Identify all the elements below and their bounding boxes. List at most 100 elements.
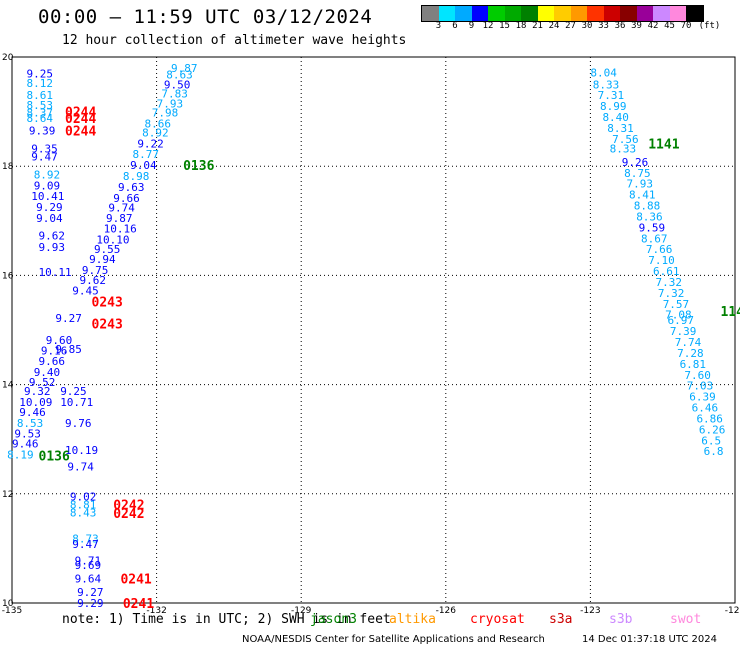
color-scale-unit: (ft) xyxy=(698,21,721,31)
latitude-label: 18 xyxy=(2,162,14,172)
color-swatch xyxy=(537,6,554,21)
note-row: note: 1) Time is in UTC; 2) SWH is in fe… xyxy=(0,612,740,632)
color-scale-tick: 12 xyxy=(482,21,494,31)
page-subtitle: 12 hour collection of altimeter wave hei… xyxy=(62,33,407,48)
wave-height-value: 8.88 xyxy=(634,200,661,213)
color-scale-tick: 3 xyxy=(435,21,442,31)
wave-height-value: 6.97 xyxy=(668,314,695,327)
wave-height-value: 6.8 xyxy=(704,445,724,458)
wave-height-value: 9.63 xyxy=(118,181,145,194)
color-scale-tick: 15 xyxy=(499,21,510,31)
wave-height-value: 9.40 xyxy=(34,366,61,379)
pass-time-label: 0136 xyxy=(39,450,70,465)
wave-height-value: 7.31 xyxy=(598,89,625,102)
color-scale-tick: 33 xyxy=(598,21,609,31)
wave-height-value: 8.36 xyxy=(636,210,663,223)
longitude-label: -129 xyxy=(291,606,312,616)
wave-height-value: 9.39 xyxy=(29,125,56,138)
wave-height-value: 9.27 xyxy=(77,586,104,599)
wave-height-value: 9.69 xyxy=(75,559,102,572)
wave-height-value: 10.71 xyxy=(60,396,93,409)
wave-height-value: 10.19 xyxy=(65,444,98,457)
pass-time-label: 114 xyxy=(721,305,740,320)
wave-height-value: 9.29 xyxy=(77,597,104,610)
color-swatch xyxy=(422,6,439,21)
wave-height-value: 9.02 xyxy=(70,491,97,504)
wave-height-value: 10.11 xyxy=(39,266,72,279)
color-scale-bar xyxy=(421,5,704,22)
pass-time-label: 0243 xyxy=(92,296,123,311)
wave-height-value: 8.53 xyxy=(26,99,53,112)
latitude-label: 10 xyxy=(2,599,14,609)
wave-height-value: 7.60 xyxy=(684,369,711,382)
latitude-label: 14 xyxy=(2,381,14,391)
generated-timestamp: 14 Dec 01:37:18 UTC 2024 xyxy=(582,634,717,645)
wave-height-value: 9.46 xyxy=(19,406,46,419)
color-scale-tick: 27 xyxy=(565,21,576,31)
wave-height-value: 9.32 xyxy=(24,385,51,398)
longitude-label: -132 xyxy=(146,606,166,616)
wave-height-value: 9.87 xyxy=(171,62,198,75)
wave-height-value: 9.87 xyxy=(106,212,132,225)
wave-height-value: 9.53 xyxy=(14,428,41,441)
wave-height-value: 6.86 xyxy=(696,412,723,425)
pass-time-label: 0136 xyxy=(183,159,214,174)
wave-height-value: 7.66 xyxy=(646,243,673,256)
wave-height-value: 7.39 xyxy=(670,325,697,338)
color-swatch xyxy=(686,6,703,21)
wave-height-value: 10.16 xyxy=(104,222,137,235)
wave-height-value: 8.12 xyxy=(26,77,53,90)
wave-height-value: 8.64 xyxy=(26,112,53,125)
wave-height-value: 9.47 xyxy=(31,150,57,163)
longitude-label: -120 xyxy=(725,606,740,616)
wave-height-value: 8.33 xyxy=(593,78,620,91)
pass-time-label: 0242 xyxy=(113,507,144,522)
color-swatch xyxy=(438,6,455,21)
wave-height-value: 9.74 xyxy=(67,461,94,474)
satellite-legend-s3a: s3a xyxy=(549,612,573,627)
pass-time-label: 0244 xyxy=(65,125,96,140)
wave-height-value: 7.98 xyxy=(152,107,179,120)
color-scale-labels: 3 6 9 12 15 18 21 24 27 30 33 36 39 42 45 70 (ft) xyxy=(421,21,740,35)
pass-time-label: 1141 xyxy=(648,137,679,152)
color-swatch xyxy=(669,6,686,21)
wave-height-value: 8.33 xyxy=(610,143,637,156)
wave-height-value: 9.26 xyxy=(622,156,649,169)
color-scale-tick: 36 xyxy=(614,21,626,31)
pass-time-label: 0243 xyxy=(92,317,123,332)
wave-height-value: 9.25 xyxy=(60,385,86,398)
wave-height-value: 7.32 xyxy=(655,276,682,289)
wave-height-value: 9.27 xyxy=(55,312,82,325)
color-swatch xyxy=(488,6,505,21)
wave-height-value: 9.45 xyxy=(72,285,99,298)
wave-height-value: 10.41 xyxy=(31,190,64,203)
wave-height-value: 7.03 xyxy=(687,380,714,393)
satellite-legend-swot: swot xyxy=(670,612,702,627)
wave-height-value: 9.35 xyxy=(31,143,57,156)
wave-height-value: 9.16 xyxy=(41,345,68,358)
longitude-label: -123 xyxy=(580,606,600,616)
color-scale-tick: 6 xyxy=(452,21,458,31)
color-scale-tick: 45 xyxy=(664,21,675,31)
wave-height-value: 9.66 xyxy=(39,355,65,368)
wave-height-value: 9.60 xyxy=(46,334,73,347)
wave-height-value: 6.61 xyxy=(653,265,680,278)
wave-height-value: 8.40 xyxy=(602,111,629,124)
wave-height-value: 6.39 xyxy=(689,391,716,404)
wave-height-value: 9.47 xyxy=(72,538,99,551)
pass-time-label: 0244 xyxy=(65,106,96,121)
wave-height-value: 9.04 xyxy=(130,159,157,172)
wave-height-value: 7.10 xyxy=(648,254,675,267)
credit-footer: NOAA/NESDIS Center for Satellite Applica… xyxy=(242,634,545,645)
wave-height-value: 9.55 xyxy=(94,243,121,256)
color-swatch xyxy=(636,6,653,21)
units-note: note: 1) Time is in UTC; 2) SWH is in fe… xyxy=(62,612,391,627)
wave-height-value: 8.31 xyxy=(607,122,634,135)
wave-height-value: 8.63 xyxy=(166,68,193,81)
wave-height-value: 7.28 xyxy=(677,347,704,360)
longitude-label: -126 xyxy=(436,606,457,616)
color-swatch xyxy=(471,6,488,21)
wave-height-value: 8.04 xyxy=(590,66,617,79)
wave-height-value: 8.77 xyxy=(133,148,160,161)
